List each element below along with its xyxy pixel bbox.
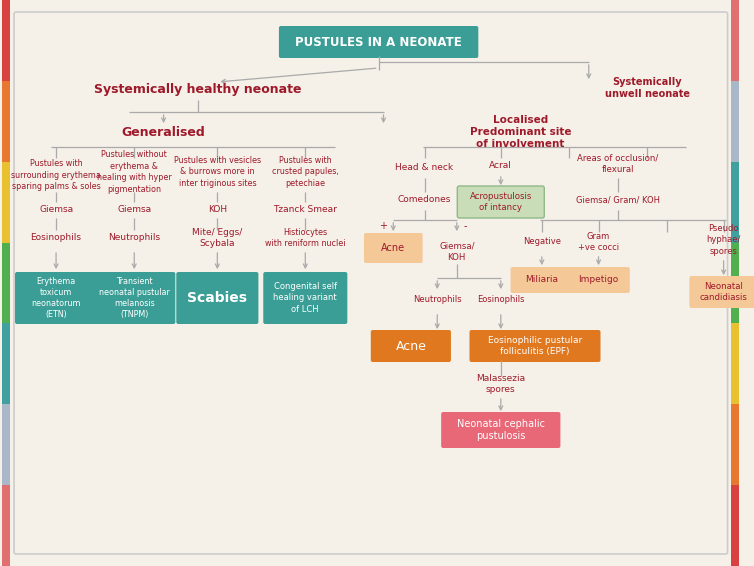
- Text: Neutrophils: Neutrophils: [413, 295, 461, 305]
- Text: Transient
neonatal pustular
melanosis
(TNPM): Transient neonatal pustular melanosis (T…: [99, 277, 170, 319]
- Text: Giemsa: Giemsa: [117, 205, 152, 215]
- Bar: [731, 404, 739, 485]
- Text: Areas of occlusion/
flexural: Areas of occlusion/ flexural: [578, 154, 659, 174]
- Bar: [731, 323, 739, 404]
- Text: Generalised: Generalised: [121, 126, 205, 139]
- Text: Negative: Negative: [523, 238, 561, 247]
- FancyBboxPatch shape: [15, 272, 97, 324]
- Text: Eosinophilic pustular
folliculitis (EPF): Eosinophilic pustular folliculitis (EPF): [488, 336, 582, 356]
- Text: -: -: [464, 221, 467, 231]
- Text: Eosinophils: Eosinophils: [31, 234, 81, 242]
- Text: Acropustulosis
of intancy: Acropustulosis of intancy: [470, 192, 532, 212]
- Text: Tzanck Smear: Tzanck Smear: [274, 205, 337, 215]
- Text: Neutrophils: Neutrophils: [109, 234, 161, 242]
- Text: Pustules without
erythema &
healing with hyper
pigmentation: Pustules without erythema & healing with…: [97, 151, 172, 194]
- FancyBboxPatch shape: [457, 186, 544, 218]
- Text: +: +: [379, 221, 388, 231]
- Text: Giemsa/ Gram/ KOH: Giemsa/ Gram/ KOH: [576, 195, 660, 204]
- Bar: [2, 162, 10, 243]
- FancyBboxPatch shape: [263, 272, 348, 324]
- FancyBboxPatch shape: [176, 272, 259, 324]
- FancyBboxPatch shape: [470, 330, 600, 362]
- Text: Pustules with vesicles
& burrows more in
inter triginous sites: Pustules with vesicles & burrows more in…: [173, 156, 261, 188]
- Text: Acne: Acne: [395, 340, 426, 353]
- FancyBboxPatch shape: [441, 412, 560, 448]
- Text: Congenital self
healing variant
of LCH: Congenital self healing variant of LCH: [274, 282, 337, 314]
- Text: Malassezia
spores: Malassezia spores: [477, 374, 526, 394]
- Bar: [2, 323, 10, 404]
- Text: Miliaria: Miliaria: [526, 276, 559, 285]
- Text: Giemsa: Giemsa: [39, 205, 73, 215]
- FancyBboxPatch shape: [689, 276, 754, 308]
- Bar: [2, 243, 10, 323]
- Bar: [731, 81, 739, 162]
- Text: Impetigo: Impetigo: [578, 276, 618, 285]
- Bar: [731, 485, 739, 566]
- FancyBboxPatch shape: [93, 272, 176, 324]
- Text: Giemsa/
KOH: Giemsa/ KOH: [439, 242, 474, 262]
- Bar: [731, 243, 739, 323]
- Text: Eosinophils: Eosinophils: [477, 295, 525, 305]
- Text: Gram
+ve cocci: Gram +ve cocci: [578, 232, 619, 252]
- Text: Pustules with
surrounding erythema
sparing palms & soles: Pustules with surrounding erythema spari…: [11, 159, 101, 191]
- Text: KOH: KOH: [208, 205, 227, 215]
- FancyBboxPatch shape: [279, 26, 478, 58]
- Text: Localised
Predominant site
of involvement: Localised Predominant site of involvemen…: [470, 114, 571, 149]
- Text: Systemically healthy neonate: Systemically healthy neonate: [94, 84, 302, 96]
- Bar: [731, 162, 739, 243]
- Text: Acral: Acral: [489, 161, 512, 169]
- FancyBboxPatch shape: [510, 267, 573, 293]
- Bar: [2, 485, 10, 566]
- Bar: [2, 404, 10, 485]
- Bar: [2, 0, 10, 81]
- FancyBboxPatch shape: [371, 330, 451, 362]
- FancyBboxPatch shape: [567, 267, 630, 293]
- Text: Erythema
toxicum
neonatorum
(ETN): Erythema toxicum neonatorum (ETN): [32, 277, 81, 319]
- FancyBboxPatch shape: [364, 233, 422, 263]
- Text: Histiocytes
with reniform nuclei: Histiocytes with reniform nuclei: [265, 228, 345, 248]
- Text: Neonatal cephalic
pustulosis: Neonatal cephalic pustulosis: [457, 419, 545, 441]
- Text: Mite/ Eggs/
Scybala: Mite/ Eggs/ Scybala: [192, 228, 243, 248]
- Text: Scabies: Scabies: [187, 291, 247, 305]
- Bar: [2, 81, 10, 162]
- Text: Comedones: Comedones: [398, 195, 451, 204]
- Text: PUSTULES IN A NEONATE: PUSTULES IN A NEONATE: [296, 36, 462, 49]
- Text: Pseudo
hyphae/
spores: Pseudo hyphae/ spores: [706, 224, 741, 256]
- Text: Systemically
unwell neonate: Systemically unwell neonate: [605, 77, 690, 99]
- Bar: [731, 0, 739, 81]
- Text: Head & neck: Head & neck: [396, 162, 454, 171]
- Text: Pustules with
crusted papules,
petechiae: Pustules with crusted papules, petechiae: [272, 156, 339, 188]
- Text: Neonatal
candidiasis: Neonatal candidiasis: [700, 282, 747, 302]
- Text: Acne: Acne: [382, 243, 406, 253]
